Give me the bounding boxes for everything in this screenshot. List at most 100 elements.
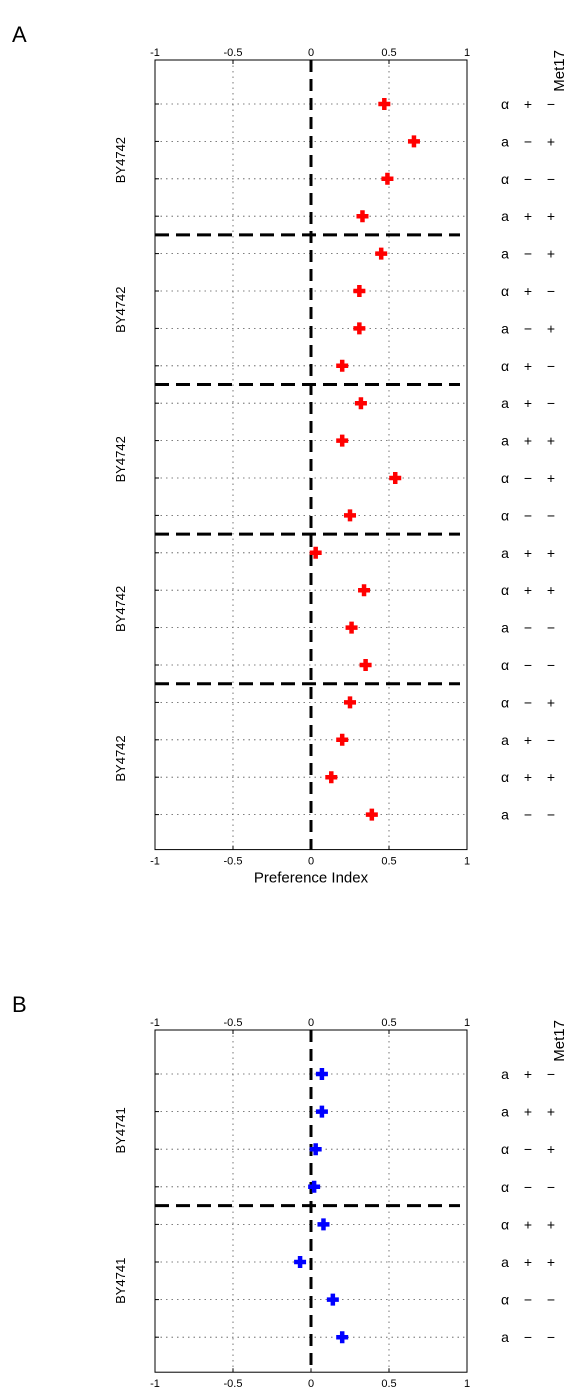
data-point	[336, 733, 349, 746]
met17-status: −	[524, 807, 532, 823]
data-point	[336, 1331, 349, 1344]
data-point	[317, 1218, 330, 1231]
x-tick-label-bottom: 0	[308, 856, 314, 868]
mating-type-label: a	[501, 208, 509, 224]
lys2-status: −	[547, 807, 555, 823]
lys2-status: +	[547, 582, 555, 598]
met17-status: +	[524, 582, 532, 598]
mating-type-label: α	[501, 283, 509, 299]
x-tick-label-bottom: 1	[464, 856, 470, 868]
data-point	[326, 1293, 339, 1306]
data-point	[358, 584, 371, 597]
data-point	[375, 247, 388, 260]
data-point	[365, 808, 378, 821]
lys2-status: +	[547, 433, 555, 449]
x-tick-label-top: -0.5	[224, 1017, 243, 1029]
group-label: BY4742	[113, 287, 128, 333]
lys2-status: −	[547, 657, 555, 673]
mating-type-label: α	[501, 96, 509, 112]
data-point	[381, 172, 394, 185]
data-point	[308, 1180, 321, 1193]
met17-status: −	[524, 133, 532, 149]
data-point	[344, 509, 356, 522]
mating-type-label: α	[501, 582, 509, 598]
data-point	[336, 359, 349, 372]
mating-type-label: a	[501, 1104, 509, 1120]
mating-type-label: a	[501, 246, 509, 262]
group-label: BY4741	[113, 1258, 128, 1304]
x-tick-label-top: 1	[464, 1017, 470, 1029]
lys2-status: +	[547, 320, 555, 336]
met17-status: −	[524, 620, 532, 636]
mating-type-label: α	[501, 1216, 509, 1232]
mating-type-label: a	[501, 433, 509, 449]
data-point	[325, 771, 338, 784]
met17-status: +	[524, 208, 532, 224]
x-tick-label-bottom: 0.5	[381, 856, 396, 868]
lys2-status: +	[547, 769, 555, 785]
mating-type-label: a	[501, 545, 509, 561]
met17-status: +	[524, 1104, 532, 1120]
mating-type-label: a	[501, 1066, 509, 1082]
mating-type-label: a	[501, 395, 509, 411]
mating-type-label: a	[501, 1254, 509, 1270]
x-tick-label-bottom: -0.5	[224, 856, 243, 868]
met17-status: +	[524, 545, 532, 561]
data-point	[389, 472, 402, 484]
group-label: BY4742	[113, 735, 128, 781]
lys2-status: −	[547, 283, 555, 299]
lys2-status: −	[547, 395, 555, 411]
data-point	[356, 210, 369, 223]
met17-status: −	[524, 470, 532, 486]
data-point	[315, 1105, 328, 1118]
met17-status: −	[524, 246, 532, 262]
mating-type-label: a	[501, 133, 509, 149]
panel-letter: A	[12, 22, 27, 47]
lys2-status: −	[547, 732, 555, 748]
data-point	[309, 1143, 322, 1156]
data-point	[309, 546, 322, 559]
lys2-status: +	[547, 1104, 555, 1120]
mating-type-label: α	[501, 470, 509, 486]
group-label: BY4742	[113, 137, 128, 183]
mating-type-label: α	[501, 1179, 509, 1195]
panel-a: A -1 -1 -0.5 -0.5 0 0 0.5 0.5 1 1 Preference Index B…	[12, 22, 568, 887]
mating-type-label: α	[501, 171, 509, 187]
data-point	[407, 135, 420, 148]
lys2-status: +	[547, 246, 555, 262]
lys2-status: +	[547, 133, 555, 149]
lys2-status: +	[547, 1216, 555, 1232]
mating-type-label: α	[501, 657, 509, 673]
met17-status: −	[524, 1329, 532, 1345]
lys2-status: −	[547, 620, 555, 636]
lys2-status: +	[547, 208, 555, 224]
lys2-status: +	[547, 694, 555, 710]
mating-type-label: a	[501, 320, 509, 336]
met17-status: +	[524, 1254, 532, 1270]
x-tick-label-bottom: -1	[150, 1378, 160, 1390]
panel-letter: B	[12, 992, 27, 1017]
x-axis-label: Preference Index	[254, 870, 369, 887]
data-point	[353, 285, 366, 297]
data-point	[345, 621, 358, 634]
group-label: BY4742	[113, 436, 128, 482]
x-tick-label-top: 0	[308, 47, 314, 59]
met17-status: +	[524, 96, 532, 112]
data-point	[294, 1256, 307, 1268]
x-tick-label-bottom: -0.5	[224, 1378, 243, 1390]
group-label: BY4742	[113, 586, 128, 632]
mating-type-label: a	[501, 732, 509, 748]
mating-type-label: a	[501, 807, 509, 823]
met17-status: −	[524, 1292, 532, 1308]
met17-status: −	[524, 1141, 532, 1157]
x-tick-label-top: 1	[464, 47, 470, 59]
column-header-met17: Met17	[551, 1020, 568, 1062]
lys2-status: −	[547, 1179, 555, 1195]
lys2-status: −	[547, 507, 555, 523]
mating-type-label: α	[501, 694, 509, 710]
mating-type-label: α	[501, 1141, 509, 1157]
lys2-status: +	[547, 1254, 555, 1270]
data-point	[359, 659, 372, 671]
